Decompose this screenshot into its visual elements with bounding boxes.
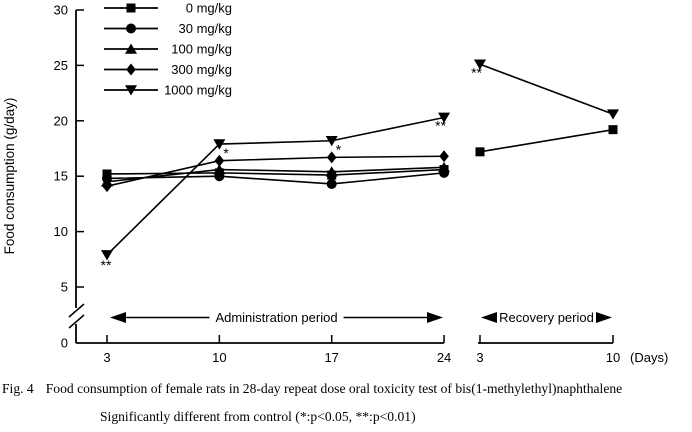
- legend-label: 1000 mg/kg: [164, 83, 232, 98]
- caption-line-2: Significantly different from control (*:…: [100, 409, 416, 424]
- point-triangle-down: [607, 109, 619, 120]
- point-triangle-up: [213, 164, 226, 175]
- right-arrowhead-icon: [427, 312, 443, 323]
- point-diamond: [102, 180, 112, 193]
- series-line-100mg/kg: [106, 166, 445, 183]
- y-tick-label: 0: [61, 336, 68, 351]
- series-line-300mg/kg: [106, 155, 445, 187]
- legend-marker-triangle-down: [125, 85, 137, 96]
- point-triangle-up: [438, 161, 451, 173]
- point-triangle-down: [101, 250, 113, 261]
- legend-marker-diamond: [126, 63, 136, 76]
- right-arrowhead-icon: [596, 312, 612, 323]
- y-tick-label: 25: [54, 58, 68, 73]
- left-arrowhead-icon: [481, 312, 497, 323]
- left-arrowhead-icon: [110, 312, 126, 323]
- figure-number: Fig. 4: [2, 381, 34, 396]
- x-tick-label: 10: [606, 350, 620, 365]
- series-line-recovery-1000mg/kg: [479, 63, 614, 115]
- line-chart: 30 25 20 15 10 5 0 Food consumption (g/day) 3 10 1…: [2, 1, 668, 366]
- caption-text: Food consumption of female rats in 28-da…: [45, 381, 623, 396]
- series-line-1000mg/kg: [106, 116, 445, 256]
- axis-break-slash: [68, 314, 85, 329]
- point-diamond: [326, 151, 337, 164]
- point-square: [608, 125, 618, 135]
- caption-line-1: Fig. 4 Food consumption of female rats in…: [2, 380, 691, 397]
- point-circle: [326, 178, 337, 189]
- legend-label: 30 mg/kg: [179, 21, 232, 36]
- significance-asterisk: *: [223, 145, 229, 161]
- chart-svg: 30 25 20 15 10 5 0 Food consumption (g/day) 3 10 1…: [2, 1, 668, 366]
- significance-asterisk: *: [336, 142, 342, 158]
- x-tick-label: 24: [437, 350, 451, 365]
- x-tick-label: 17: [324, 350, 338, 365]
- point-triangle-up: [325, 166, 338, 177]
- series-line-recovery-0mg/kg: [479, 128, 614, 153]
- significance-asterisk: **: [101, 257, 112, 273]
- y-tick-label: 10: [54, 224, 68, 239]
- significance-asterisk: **: [471, 64, 482, 80]
- x-tick-label: 10: [212, 350, 226, 365]
- y-axis-title: Food consumption (g/day): [2, 98, 17, 255]
- point-square: [475, 147, 485, 157]
- significance-asterisk: **: [435, 117, 446, 133]
- y-tick-label: 15: [54, 169, 68, 184]
- y-tick-label: 5: [61, 280, 68, 295]
- period-label-recovery: Recovery period: [499, 310, 594, 325]
- y-tick-label: 20: [54, 113, 68, 128]
- legend-label: 300 mg/kg: [171, 62, 232, 77]
- point-diamond: [214, 154, 225, 167]
- legend-label: 0 mg/kg: [186, 1, 232, 16]
- point-triangle-down: [213, 139, 226, 150]
- point-triangle-down: [438, 112, 451, 123]
- legend-label: 100 mg/kg: [171, 42, 232, 57]
- point-triangle-down: [474, 59, 486, 70]
- axis-break-slash: [68, 303, 85, 318]
- series-line-30mg/kg: [106, 172, 445, 185]
- y-tick-label: 30: [54, 3, 68, 18]
- x-tick-label: 3: [103, 350, 110, 365]
- figure-caption: Fig. 4 Food consumption of female rats in…: [2, 380, 691, 425]
- days-unit-label: (Days): [630, 350, 668, 365]
- point-diamond: [439, 150, 449, 163]
- legend-marker-circle: [126, 23, 136, 34]
- x-tick-label: 3: [476, 350, 483, 365]
- point-triangle-down: [325, 135, 338, 147]
- legend-marker-square: [126, 3, 136, 13]
- period-label-administration: Administration period: [215, 310, 337, 325]
- legend-marker-triangle-up: [125, 43, 137, 54]
